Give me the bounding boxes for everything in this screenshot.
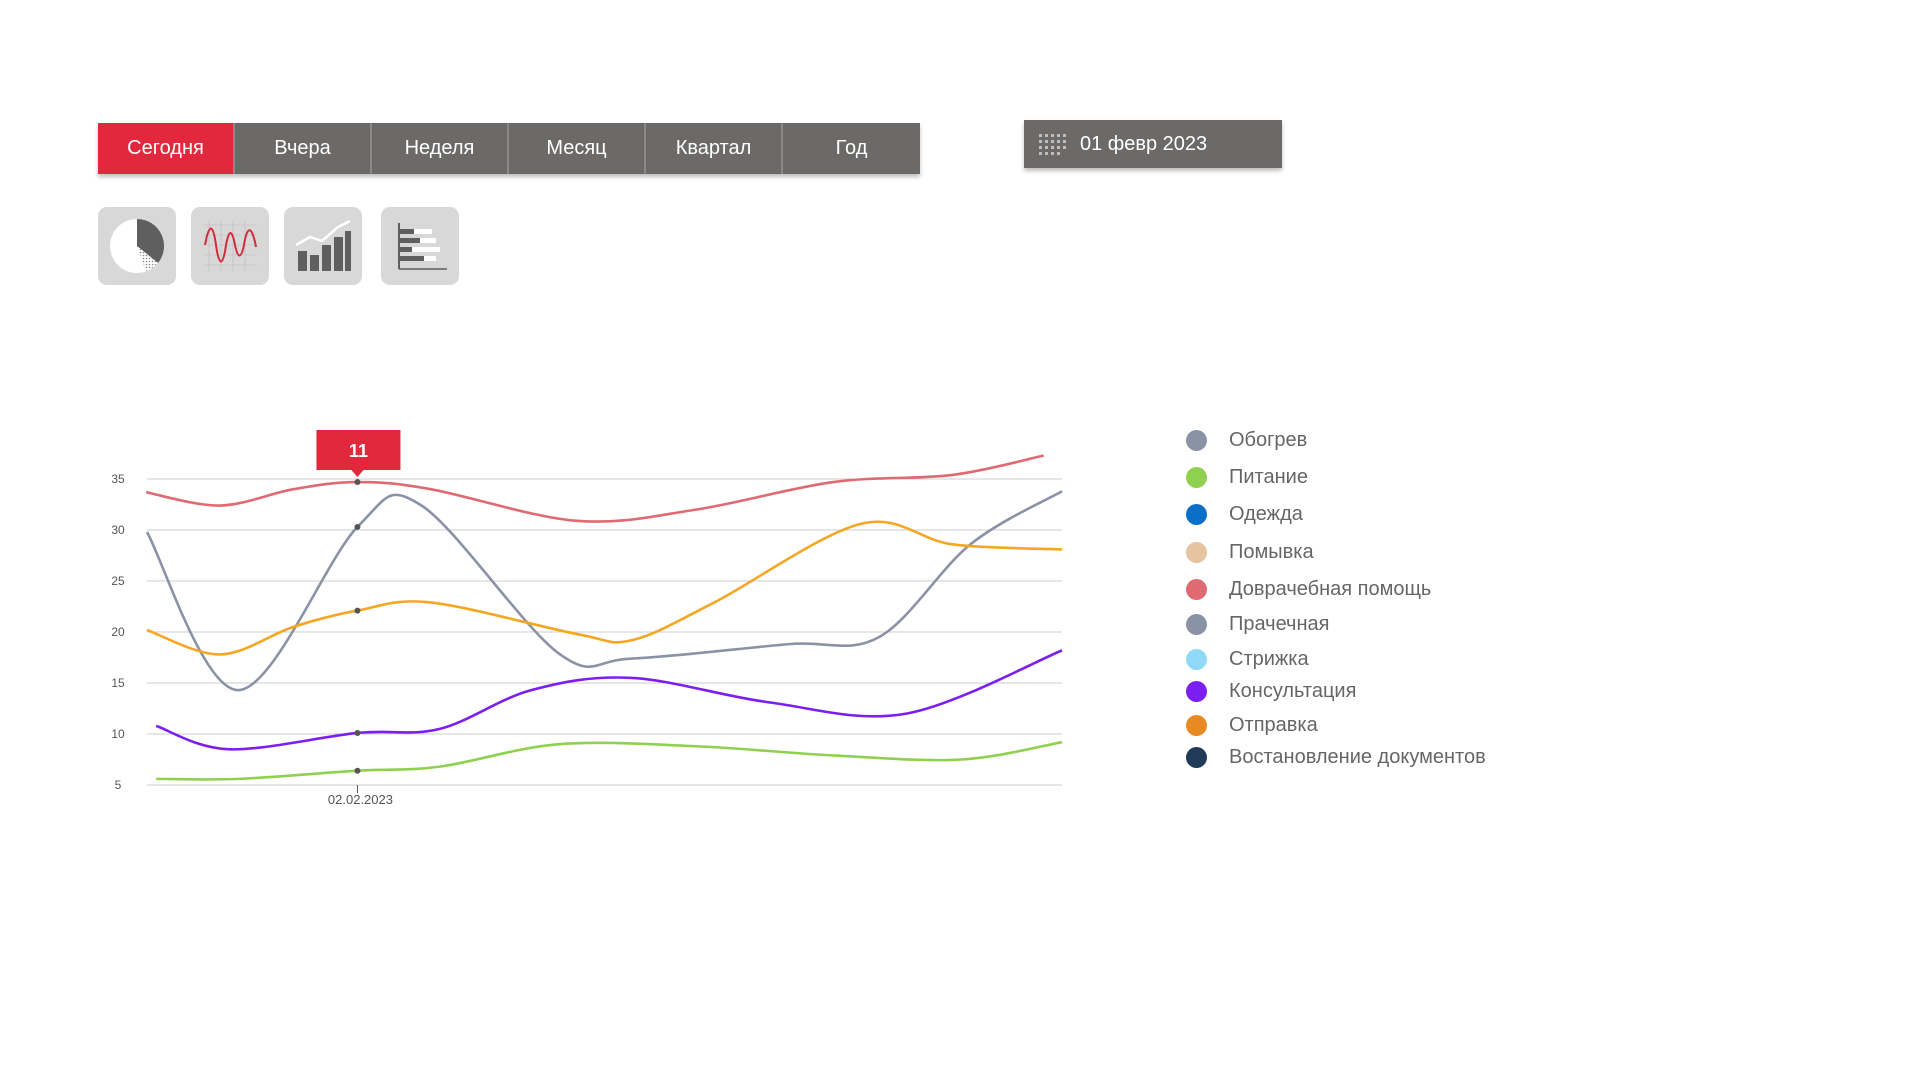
legend-dot [1186,681,1207,702]
legend-label: Прачечная [1229,613,1330,635]
tooltip-box [316,430,401,470]
legend-label: Помывка [1229,541,1314,563]
value-tooltip: 11 [316,430,401,477]
tooltip-value: 11 [349,441,368,461]
chart-type-buttons [98,207,474,285]
series-line[interactable] [145,490,1063,692]
legend-item[interactable]: Отправка [1186,714,1318,737]
legend-label: Одежда [1229,503,1303,525]
line-chart-icon [203,221,257,271]
tooltip-arrow [350,469,365,477]
y-tick-label: 10 [111,727,125,741]
period-tabs: Сегодня Вчера Неделя Месяц Квартал Год [98,123,920,174]
bar-chart-button[interactable] [284,207,362,285]
legend-dot [1186,715,1207,736]
legend-item[interactable]: Востановление документов [1186,746,1486,769]
legend-label: Стрижка [1229,648,1309,670]
tab-week[interactable]: Неделя [372,123,509,174]
legend-label: Доврачебная помощь [1229,578,1432,600]
legend-dot [1186,614,1207,635]
tab-today[interactable]: Сегодня [98,123,235,174]
y-tick-label: 30 [111,523,125,537]
data-point[interactable] [354,729,361,736]
y-tick-label: 5 [115,778,122,792]
y-tick-label: 20 [111,625,125,639]
legend-dot [1186,747,1207,768]
bar-chart-icon [295,219,351,271]
series-line[interactable] [155,649,1063,751]
legend-dot [1186,649,1207,670]
legend-dot [1186,430,1207,451]
series-line[interactable] [145,454,1044,523]
tab-year[interactable]: Год [783,123,920,174]
legend-item[interactable]: Доврачебная помощь [1186,578,1431,601]
legend-label: Обогрев [1229,429,1308,451]
line-chart-button[interactable] [191,207,269,285]
legend-item[interactable]: Питание [1186,466,1308,489]
date-value: 01 февр 2023 [1080,132,1208,155]
legend-item[interactable]: Стрижка [1186,648,1309,671]
y-tick-label: 35 [111,472,125,486]
legend-dot [1186,579,1207,600]
legend-item[interactable]: Одежда [1186,503,1303,526]
legend-label: Консультация [1229,680,1357,702]
legend-label: Востановление документов [1229,746,1486,768]
data-point[interactable] [354,523,361,530]
legend-label: Отправка [1229,714,1318,736]
horizontal-bar-chart-button[interactable] [381,207,459,285]
data-point[interactable] [354,767,361,774]
y-tick-label: 15 [111,676,125,690]
legend-item[interactable]: Обогрев [1186,429,1307,452]
horizontal-bar-chart-icon [398,223,447,270]
tab-yesterday[interactable]: Вчера [235,123,372,174]
legend-item[interactable]: Консультация [1186,680,1356,703]
pie-chart-icon [110,218,165,273]
series-line[interactable] [146,520,1063,656]
legend-dot [1186,504,1207,525]
data-point[interactable] [354,479,361,486]
y-tick-label: 25 [111,574,125,588]
tab-quarter[interactable]: Квартал [646,123,783,174]
calendar-grid-icon [1039,134,1066,155]
legend-item[interactable]: Прачечная [1186,613,1329,636]
pie-chart-button[interactable] [98,207,176,285]
data-point[interactable] [354,607,361,614]
legend-item[interactable]: Помывка [1186,541,1314,564]
x-tick-label: 02.02.2023 [328,792,393,807]
legend-label: Питание [1229,466,1308,488]
legend-dot [1186,542,1207,563]
series-line[interactable] [156,740,1063,781]
tab-month[interactable]: Месяц [509,123,646,174]
date-picker[interactable]: 01 февр 2023 [1024,120,1282,168]
legend-dot [1186,467,1207,488]
